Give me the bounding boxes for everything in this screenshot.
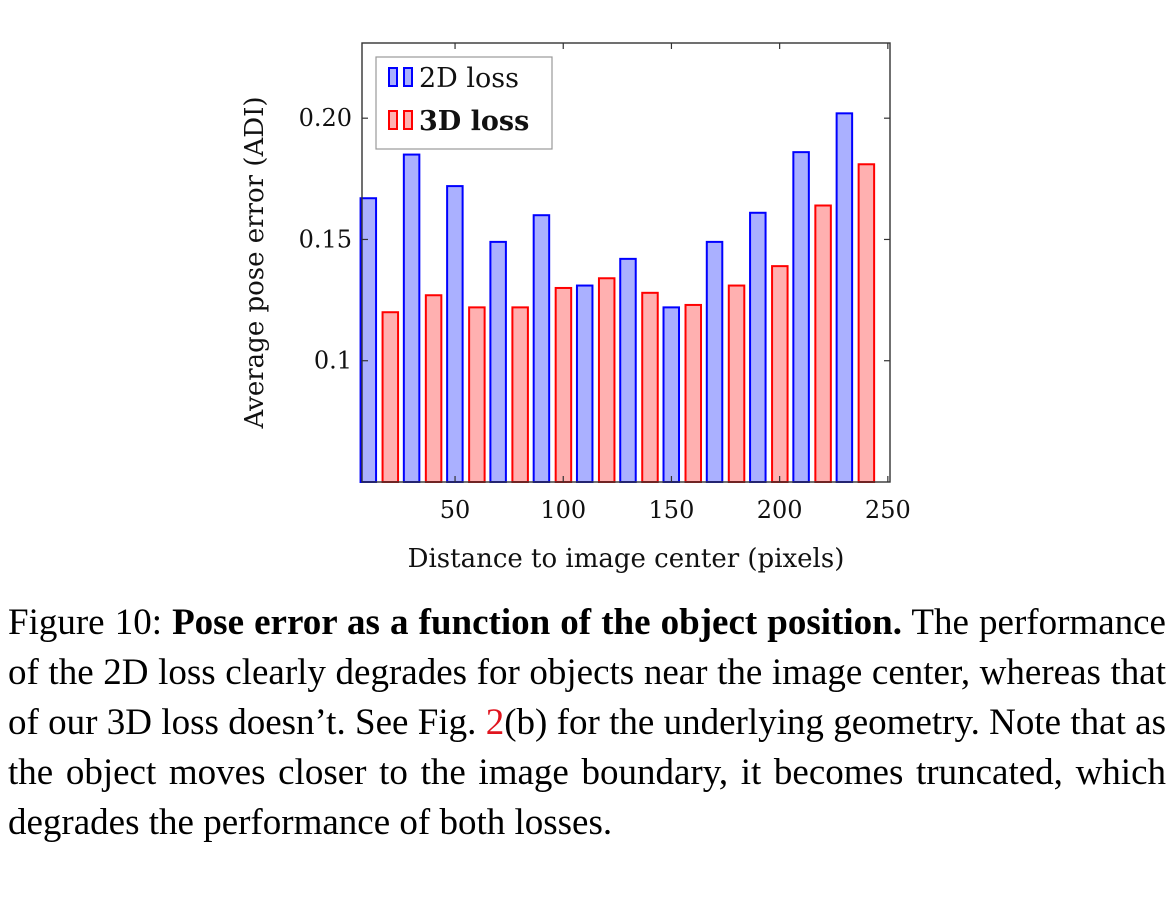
bar-2d-loss-5 — [532, 214, 551, 484]
bar-2d-loss-6 — [575, 284, 594, 483]
bar-2d-loss-4 — [489, 240, 507, 483]
bars-layer — [359, 112, 876, 484]
legend-label-2d-loss: 2D loss — [419, 63, 519, 94]
caption-title: Pose error as a function of the object p… — [172, 602, 902, 643]
bar-3d-loss-6 — [597, 277, 616, 483]
bar-3d-loss-12 — [857, 163, 876, 483]
x-tick-label: 50 — [440, 496, 471, 524]
caption-text-1: The performance of the 2D loss clearly d… — [8, 602, 1166, 743]
bar-2d-loss-2 — [402, 153, 421, 483]
x-tick-label: 250 — [865, 496, 911, 524]
y-tick-label: 0.15 — [299, 225, 352, 253]
bar-3d-loss-11 — [814, 204, 832, 483]
bar-2d-loss-1 — [359, 197, 378, 483]
plot-frame — [361, 42, 891, 483]
y-tick-label: 0.20 — [299, 104, 352, 132]
bar-2d-loss-12 — [835, 112, 854, 484]
x-tick-label: 200 — [757, 496, 803, 524]
bar-2d-loss-7 — [619, 257, 637, 483]
bar-3d-loss-9 — [727, 284, 746, 483]
x-tick-label: 150 — [649, 496, 695, 524]
bar-2d-loss-9 — [705, 240, 724, 483]
bar-3d-loss-5 — [554, 286, 573, 483]
legend-swatch-bar — [403, 110, 413, 130]
bar-2d-loss-3 — [446, 185, 464, 483]
caption-text-2: (b) for the underlying geometry. Note th… — [8, 702, 1166, 843]
y-axis-label: Average pose error (ADI) — [240, 96, 270, 429]
figure-caption: Figure 10: Pose error as a function of t… — [8, 598, 1166, 848]
legend-swatch-bar — [388, 110, 398, 130]
bar-chart: 50 100 150 200 250 0.1 0.15 0.20 Distance to im… — [240, 42, 911, 574]
bar-3d-loss-2 — [424, 294, 443, 484]
legend-box — [375, 56, 553, 150]
caption-prefix: Figure 10: — [8, 602, 173, 643]
bar-2d-loss-11 — [792, 151, 810, 483]
legend-swatch-2d-loss — [388, 67, 413, 87]
legend-swatch-bar — [388, 67, 398, 87]
legend-label-3d-loss: 3D loss — [419, 106, 529, 137]
bar-2d-loss-8 — [662, 306, 681, 484]
ticks-layer: 50 100 150 200 250 0.1 0.15 0.20 — [299, 43, 911, 524]
bar-3d-loss-8 — [684, 303, 703, 484]
bar-3d-loss-7 — [641, 291, 659, 484]
y-tick-label: 0.1 — [314, 347, 352, 375]
bar-3d-loss-3 — [468, 306, 486, 484]
legend-swatch-bar — [403, 67, 413, 87]
legend: 2D loss 3D loss — [375, 56, 553, 150]
bar-3d-loss-1 — [381, 311, 400, 484]
bar-2d-loss-10 — [749, 211, 767, 484]
x-tick-label: 100 — [540, 496, 586, 524]
bar-3d-loss-10 — [771, 265, 789, 483]
caption-figure-ref-link[interactable]: 2 — [485, 702, 505, 743]
bar-3d-loss-4 — [511, 306, 529, 484]
legend-swatch-3d-loss — [388, 110, 413, 130]
x-axis-label: Distance to image center (pixels) — [408, 544, 845, 574]
